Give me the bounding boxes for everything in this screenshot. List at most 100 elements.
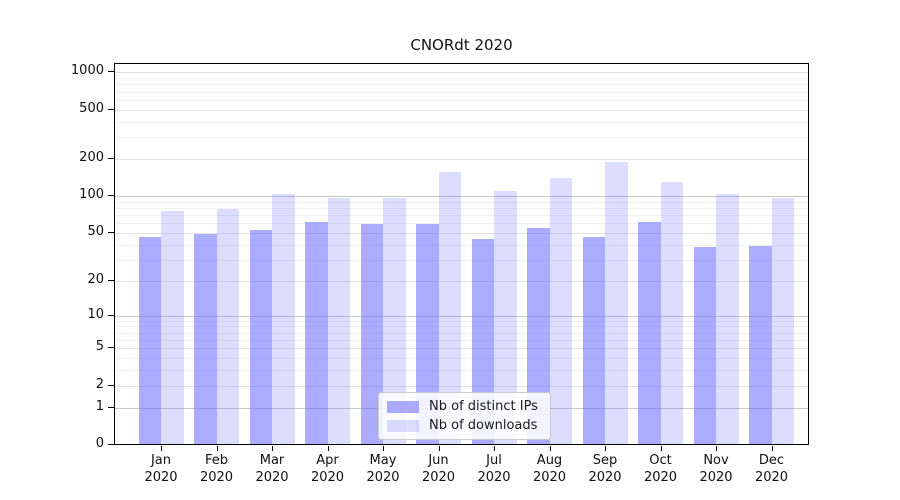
gridline-1000	[114, 72, 809, 74]
gridline-3	[114, 370, 809, 372]
x-tick-label-apr: Apr 2020	[310, 453, 345, 485]
gridline-800	[114, 84, 809, 86]
bar-distinct-ips-dec[interactable]	[749, 246, 772, 445]
legend-label-downloads: Nb of downloads	[429, 418, 538, 433]
gridline-500	[114, 109, 809, 111]
x-tick-label-jul: Jul 2020	[477, 453, 511, 485]
y-tick-label-2: 2	[95, 376, 104, 392]
gridline-700	[114, 91, 809, 93]
y-tick-label-5: 5	[95, 339, 104, 355]
bar-downloads-oct[interactable]	[660, 182, 683, 445]
gridline-70	[114, 215, 809, 217]
bar-distinct-ips-jun[interactable]	[416, 224, 439, 445]
y-tick-label-20: 20	[87, 271, 104, 287]
bar-distinct-ips-nov[interactable]	[693, 247, 716, 445]
y-tick-mark-20	[108, 279, 114, 281]
y-tick-label-500: 500	[79, 100, 104, 116]
bar-downloads-dec[interactable]	[771, 198, 794, 445]
x-tick-label-may: May 2020	[366, 453, 400, 485]
gridline-200	[114, 158, 809, 160]
x-tick-label-sep: Sep 2020	[588, 453, 622, 485]
x-tick-label-jan: Jan 2020	[144, 453, 178, 485]
gridline-50	[114, 232, 809, 234]
gridline-30	[114, 259, 809, 261]
chart-title: CNORdt 2020	[410, 36, 513, 54]
y-tick-mark-1000	[108, 71, 114, 73]
y-tick-label-0: 0	[95, 436, 104, 451]
y-tick-label-1000: 1000	[70, 63, 104, 79]
x-tick-label-aug: Aug 2020	[532, 453, 567, 485]
gridline-60	[114, 223, 809, 225]
y-tick-mark-1	[108, 406, 114, 408]
x-tick-label-feb: Feb 2020	[199, 453, 234, 485]
x-tick-mark-sep	[605, 446, 606, 451]
y-tick-mark-100	[108, 195, 114, 197]
bar-downloads-jun[interactable]	[438, 171, 461, 445]
bar-downloads-aug[interactable]	[549, 178, 572, 445]
gridline-2	[114, 385, 809, 387]
gridline-6	[114, 340, 809, 342]
bar-downloads-may[interactable]	[383, 197, 406, 445]
y-tick-label-50: 50	[87, 223, 104, 239]
bar-distinct-ips-mar[interactable]	[249, 229, 272, 445]
gridline-10	[114, 315, 809, 317]
y-tick-mark-200	[108, 157, 114, 159]
bar-downloads-apr[interactable]	[327, 197, 350, 445]
x-tick-mark-may	[383, 446, 384, 451]
x-tick-mark-jan	[161, 446, 162, 451]
x-tick-mark-nov	[716, 446, 717, 451]
legend-item-distinct-ips[interactable]: Nb of distinct IPs	[387, 399, 538, 414]
bar-distinct-ips-aug[interactable]	[527, 227, 550, 445]
x-tick-mark-mar	[272, 446, 273, 451]
x-tick-mark-jun	[438, 446, 440, 451]
bar-distinct-ips-sep[interactable]	[582, 237, 605, 445]
x-tick-label-dec: Dec 2020	[754, 453, 789, 485]
gridline-7	[114, 332, 809, 334]
y-tick-label-1: 1	[95, 398, 104, 414]
bar-downloads-feb[interactable]	[216, 209, 239, 445]
bar-distinct-ips-may[interactable]	[360, 224, 383, 445]
bar-downloads-nov[interactable]	[716, 194, 739, 445]
gridline-5	[114, 348, 809, 350]
gridline-80	[114, 207, 809, 209]
gridline-400	[114, 121, 809, 123]
legend-swatch-downloads	[387, 419, 419, 432]
gridline-9	[114, 320, 809, 322]
bar-distinct-ips-apr[interactable]	[305, 222, 328, 445]
x-tick-label-jun: Jun 2020	[421, 453, 456, 485]
y-tick-mark-50	[108, 231, 114, 233]
legend-item-downloads[interactable]: Nb of downloads	[387, 418, 538, 433]
x-tick-label-mar: Mar 2020	[255, 453, 289, 485]
legend-label-distinct-ips: Nb of distinct IPs	[429, 399, 538, 414]
y-tick-label-10: 10	[87, 306, 104, 322]
bar-distinct-ips-jan[interactable]	[138, 237, 161, 445]
legend-swatch-distinct-ips	[387, 400, 419, 413]
gridline-90	[114, 201, 809, 203]
bar-downloads-jul[interactable]	[494, 191, 517, 445]
x-tick-label-oct: Oct 2020	[643, 453, 678, 485]
y-tick-mark-5	[108, 347, 114, 349]
bar-distinct-ips-feb[interactable]	[194, 234, 217, 445]
x-tick-mark-feb	[216, 446, 218, 451]
plot-area	[114, 63, 809, 445]
gridline-20	[114, 280, 809, 282]
x-tick-label-nov: Nov 2020	[699, 453, 733, 485]
bar-downloads-jan[interactable]	[161, 211, 184, 445]
y-tick-label-200: 200	[79, 149, 104, 165]
bar-distinct-ips-oct[interactable]	[638, 222, 661, 445]
bar-downloads-mar[interactable]	[272, 193, 295, 445]
gridline-8	[114, 326, 809, 328]
gridline-600	[114, 99, 809, 101]
gridline-100	[114, 196, 809, 198]
gridline-900	[114, 78, 809, 80]
gridline-300	[114, 137, 809, 139]
y-tick-label-100: 100	[79, 187, 104, 203]
x-tick-mark-apr	[327, 446, 329, 451]
y-tick-mark-500	[108, 108, 114, 110]
x-tick-mark-aug	[549, 446, 551, 451]
bar-downloads-sep[interactable]	[605, 161, 628, 445]
legend: Nb of distinct IPs Nb of downloads	[378, 392, 551, 440]
y-tick-mark-2	[108, 384, 114, 386]
y-tick-mark-0	[108, 444, 114, 445]
